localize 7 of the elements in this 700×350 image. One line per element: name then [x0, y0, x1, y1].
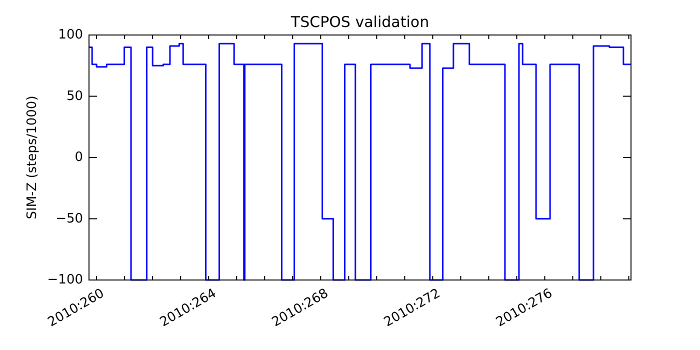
y-axis-title: SIM-Z (steps/1000): [25, 96, 40, 220]
y-tick-label: 0: [74, 150, 83, 165]
y-tick-label: −50: [56, 211, 83, 226]
y-tick-label: 50: [66, 88, 83, 104]
y-tick-label: −100: [47, 272, 83, 288]
y-tick-label: 100: [58, 28, 83, 42]
chart-title: TSCPOS validation: [290, 13, 430, 31]
